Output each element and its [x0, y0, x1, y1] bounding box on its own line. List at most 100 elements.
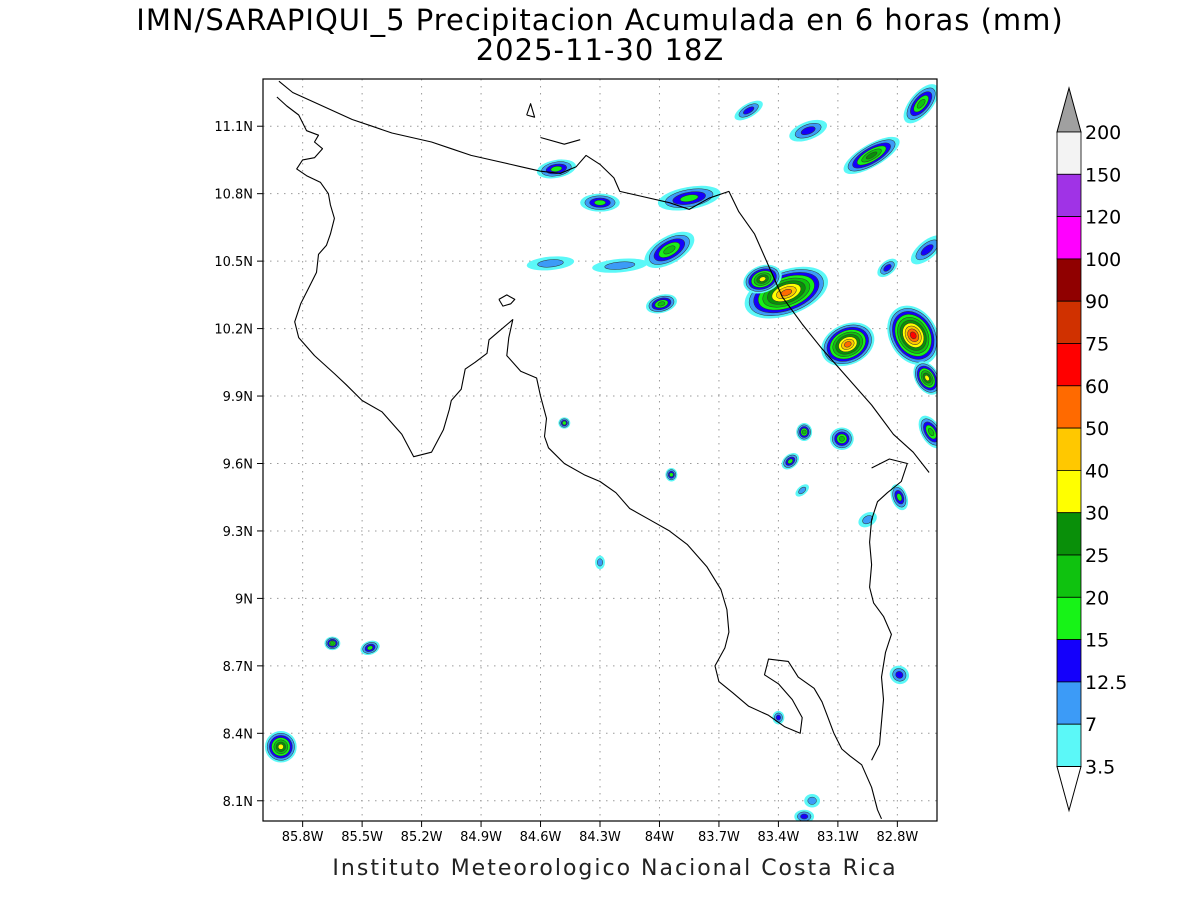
precip-contour-7 — [798, 486, 807, 495]
colorbar-swatch-40 — [1056, 427, 1082, 471]
precip-cell — [526, 256, 575, 271]
precip-contour-20 — [330, 641, 335, 646]
precip-cell — [858, 512, 877, 528]
colorbar-label: 20 — [1085, 587, 1109, 609]
precip-contour-15 — [669, 472, 674, 477]
tick-label-lat: 8.1N — [223, 795, 253, 810]
precip-cell — [536, 159, 576, 179]
precip-cell — [558, 417, 571, 429]
colorbar-swatch-120 — [1056, 173, 1082, 218]
map-grid — [263, 79, 937, 821]
colorbar-label: 7 — [1085, 714, 1097, 736]
colorbar-label: 25 — [1085, 545, 1109, 567]
precip-cell — [324, 636, 341, 651]
precip-cell — [877, 258, 898, 278]
institution-credit: Instituto Meteorologico Nacional Costa R… — [332, 856, 898, 881]
panama-border — [869, 458, 908, 761]
colorbar-label: 90 — [1085, 291, 1109, 313]
tick-label-lon: 84W — [645, 830, 675, 845]
map-subtitle-datetime: 2025-11-30 18Z — [475, 33, 725, 67]
precip-cell — [890, 484, 909, 511]
precip-contour-30 — [924, 375, 930, 382]
precip-cell — [910, 235, 937, 265]
north-shoreline — [540, 136, 581, 145]
precip-cell — [821, 322, 875, 367]
precip-cell — [889, 665, 910, 685]
colorbar-label: 15 — [1085, 630, 1109, 652]
tick-label-lon: 83.4W — [758, 830, 800, 845]
tick-label-lat: 10.2N — [214, 323, 253, 338]
precip-contour-7 — [537, 259, 564, 268]
colorbar-label: 75 — [1085, 334, 1109, 356]
nicaragua-border-and-caribbean-coast — [278, 80, 930, 473]
precip-cell — [595, 555, 605, 570]
tick-label-lon: 82.8W — [876, 830, 918, 845]
precip-contour-15 — [896, 493, 903, 502]
precip-contour-12_5 — [883, 264, 892, 272]
tick-label-lon: 84.9W — [460, 830, 502, 845]
precip-contour-12_5 — [800, 126, 816, 136]
precip-cell — [772, 710, 785, 725]
precip-cell — [913, 361, 937, 395]
precip-contour-15 — [594, 199, 606, 206]
colorbar-under-triangle — [1056, 766, 1082, 813]
precip-contour-7 — [807, 796, 817, 805]
precip-contour-15 — [787, 458, 794, 464]
precip-cell — [829, 427, 854, 450]
coastlines-and-borders — [276, 80, 930, 820]
precip-contour-15 — [680, 194, 699, 202]
tick-label-lon: 84.3W — [579, 830, 621, 845]
tick-label-lat: 10.8N — [214, 188, 253, 203]
tick-label-lon: 83.7W — [698, 830, 740, 845]
precip-contour-20 — [663, 245, 676, 255]
colorbar-label: 40 — [1085, 460, 1109, 482]
precip-cell — [264, 731, 297, 763]
colorbar-swatch-30 — [1056, 469, 1082, 514]
precip-cell — [789, 119, 828, 142]
tick-label-lat: 8.7N — [223, 660, 253, 675]
colorbar-swatch-15 — [1056, 596, 1082, 640]
precip-contour-12_5 — [775, 714, 781, 721]
precip-contour-25 — [865, 151, 878, 160]
tick-label-lat: 9.3N — [223, 525, 253, 540]
precip-cell — [645, 294, 677, 314]
precip-contour-30 — [759, 276, 767, 282]
precip-cell — [360, 640, 380, 656]
precip-contour-15 — [367, 645, 374, 651]
precip-contour-30 — [277, 743, 284, 750]
colorbar-swatch-90 — [1056, 258, 1082, 302]
precip-contour-15 — [550, 165, 563, 172]
precip-cell — [743, 264, 782, 294]
colorbar-label: 120 — [1085, 207, 1121, 229]
lake-outline — [498, 294, 516, 307]
colorbar-label: 60 — [1085, 376, 1109, 398]
colorbar-label: 200 — [1085, 122, 1121, 144]
precip-contour-15 — [562, 420, 567, 426]
precip-cell — [903, 84, 937, 124]
tick-label-lat: 10.5N — [214, 255, 253, 270]
colorbar-label: 100 — [1085, 249, 1121, 271]
colorbar-swatch-100 — [1056, 216, 1082, 260]
precip-cell — [665, 467, 678, 482]
precip-contour-12_5 — [743, 106, 755, 115]
precip-cell — [794, 809, 815, 821]
colorbar-label: 150 — [1085, 164, 1121, 186]
precip-contour-7 — [604, 261, 636, 270]
precip-contour-12_5 — [895, 671, 904, 679]
precipitation-field — [264, 84, 937, 821]
precip-cell — [644, 231, 695, 269]
precip-contour-20 — [838, 435, 845, 442]
precip-cell — [580, 193, 620, 212]
tick-label-lon: 85.8W — [282, 830, 324, 845]
axis-ticks: 85.8W 85.5W 85.2W 84.9W 84.6W 84.3W 84W 83.7W 83… — [214, 120, 918, 845]
colorbar-label: 12.5 — [1085, 672, 1127, 694]
precip-contour-20 — [801, 429, 807, 435]
tick-label-lon: 84.6W — [520, 830, 562, 845]
colorbar-swatch-7 — [1056, 681, 1082, 725]
precip-cell — [781, 453, 800, 470]
islet-outline — [526, 103, 536, 118]
colorbar-swatch-12_5 — [1056, 639, 1082, 683]
tick-label-lat: 9N — [235, 592, 253, 607]
precip-cell — [804, 794, 821, 808]
colorbar-legend: 200 150 120 100 90 75 60 50 40 30 25 20 15 12.5 7 3.5 — [1056, 86, 1127, 813]
